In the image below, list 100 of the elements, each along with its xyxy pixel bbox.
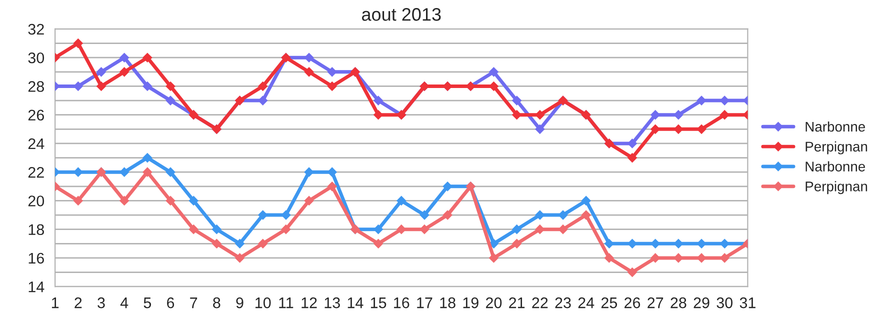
point <box>650 124 660 134</box>
point <box>120 52 129 62</box>
x-tick-label: 23 <box>555 297 571 308</box>
point <box>720 253 730 263</box>
point <box>396 196 406 206</box>
point <box>188 196 198 206</box>
x-tick-label: 14 <box>348 298 364 308</box>
x-tick-label: 1 <box>52 298 59 308</box>
point <box>628 268 637 277</box>
x-tick-label: 24 <box>578 297 594 308</box>
point <box>235 253 244 263</box>
point <box>327 182 337 192</box>
point <box>512 239 522 248</box>
point <box>74 38 83 48</box>
x-tick-label: 27 <box>648 297 664 308</box>
point <box>258 96 268 106</box>
point <box>235 239 244 248</box>
point <box>720 110 730 120</box>
point <box>258 239 268 248</box>
point <box>258 82 268 91</box>
point <box>327 82 337 91</box>
x-tick-label: 16 <box>394 297 410 308</box>
point <box>696 96 706 106</box>
point <box>442 182 452 192</box>
point <box>674 110 684 120</box>
point <box>650 253 660 263</box>
x-tick-label: 5 <box>144 298 152 308</box>
point <box>304 167 314 177</box>
point <box>512 224 522 234</box>
x-tick-label: 2 <box>74 297 82 308</box>
point <box>581 196 591 206</box>
y-tick-label: 20 <box>28 196 44 206</box>
x-tick-label: 19 <box>463 297 478 308</box>
point <box>142 82 152 91</box>
y-tick-label: 18 <box>28 224 44 236</box>
y-tick-label: 16 <box>28 252 44 264</box>
point <box>188 224 198 234</box>
x-tick-label: 31 <box>740 297 756 308</box>
point <box>304 52 314 62</box>
legend-label: Narbonne <box>806 121 866 132</box>
point <box>628 153 637 162</box>
x-tick-label: 29 <box>694 297 710 308</box>
x-tick-label: 12 <box>302 297 317 308</box>
point <box>166 167 176 177</box>
x-tick-label: 22 <box>532 297 548 308</box>
point <box>304 196 314 206</box>
legend-label: Narbonne <box>806 161 866 172</box>
point <box>720 239 730 248</box>
point <box>604 253 614 263</box>
chart-title: aout 2013 <box>362 8 441 21</box>
x-tick-label: 11 <box>279 298 294 308</box>
point <box>535 224 545 234</box>
point <box>720 96 730 106</box>
point <box>74 196 83 206</box>
point <box>304 67 314 77</box>
x-tick-label: 20 <box>486 297 502 308</box>
point <box>374 239 383 248</box>
point <box>166 196 176 206</box>
point <box>512 110 522 120</box>
point <box>374 224 383 234</box>
point <box>281 224 291 234</box>
point <box>420 224 430 234</box>
x-tick-label: 17 <box>417 298 432 308</box>
point <box>120 67 129 77</box>
y-tick-label: 30 <box>28 52 44 64</box>
point <box>558 210 568 220</box>
y-tick-label: 22 <box>28 166 44 178</box>
point <box>166 96 176 106</box>
point <box>120 167 129 177</box>
point <box>558 224 568 234</box>
point <box>374 96 383 106</box>
point <box>258 210 268 220</box>
point <box>674 239 684 248</box>
point <box>142 167 152 177</box>
x-tick-label: 10 <box>256 297 271 308</box>
y-tick-label: 14 <box>28 282 44 292</box>
y-tick-label: 32 <box>28 24 44 35</box>
y-tick-label: 24 <box>28 138 44 150</box>
point <box>674 124 684 134</box>
x-tick-label: 25 <box>601 297 618 308</box>
point <box>696 239 706 248</box>
legend-label: Perpignan <box>806 181 868 194</box>
x-tick-label: 13 <box>324 297 340 308</box>
point <box>374 110 383 120</box>
x-tick-label: 9 <box>236 297 244 308</box>
x-tick-label: 26 <box>624 297 640 308</box>
point <box>142 52 152 62</box>
point <box>327 167 337 177</box>
point <box>628 239 637 248</box>
point <box>142 153 152 162</box>
x-tick-label: 8 <box>213 297 220 308</box>
point <box>96 82 106 91</box>
point <box>581 210 591 220</box>
x-tick-label: 28 <box>670 297 686 308</box>
y-tick-label: 28 <box>28 81 44 92</box>
x-tick-label: 18 <box>440 297 456 308</box>
point <box>650 110 660 120</box>
legend-label: Perpignan <box>806 141 868 154</box>
point <box>442 210 452 220</box>
point <box>696 253 706 263</box>
